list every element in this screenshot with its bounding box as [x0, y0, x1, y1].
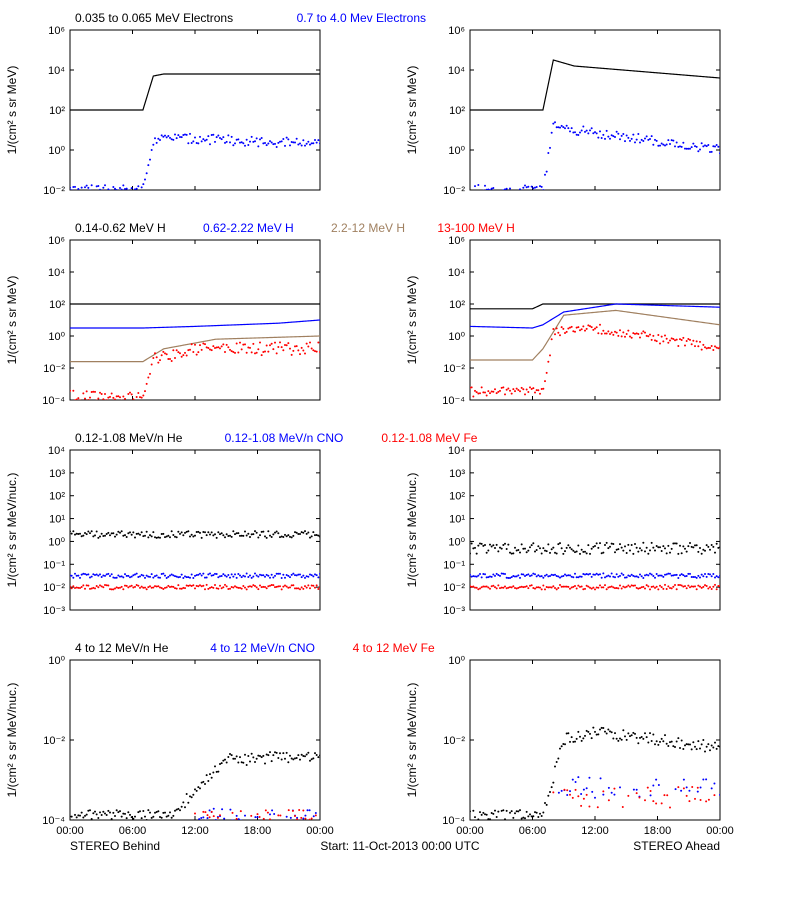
svg-text:10⁶: 10⁶	[448, 25, 465, 37]
svg-text:10¹: 10¹	[49, 514, 65, 526]
svg-text:10⁰: 10⁰	[48, 331, 65, 343]
chart-grid: 10⁻² 10⁰ 10² 10⁴ 10⁶ 1/(cm² s sr MeV) 10⁻² 10⁰ 1…	[0, 0, 800, 900]
svg-text:00:00: 00:00	[706, 825, 734, 837]
svg-text:0.12-1.08 MeV Fe: 0.12-1.08 MeV Fe	[381, 431, 477, 445]
svg-text:06:00: 06:00	[119, 825, 147, 837]
svg-text:10⁻²: 10⁻²	[443, 363, 465, 375]
svg-text:STEREO Behind: STEREO Behind	[70, 839, 160, 853]
svg-text:10⁰: 10⁰	[48, 536, 65, 548]
svg-text:10⁴: 10⁴	[48, 65, 65, 77]
svg-text:10²: 10²	[49, 105, 65, 117]
svg-text:0.14-0.62 MeV H: 0.14-0.62 MeV H	[75, 221, 166, 235]
svg-text:10³: 10³	[49, 468, 65, 480]
svg-text:0.7 to 4.0 Mev Electrons: 0.7 to 4.0 Mev Electrons	[297, 11, 426, 25]
svg-text:10⁻⁴: 10⁻⁴	[42, 395, 65, 407]
svg-text:10⁰: 10⁰	[448, 536, 465, 548]
chart-svg: 10⁻² 10⁰ 10² 10⁴ 10⁶ 1/(cm² s sr MeV) 10⁻² 10⁰ 1…	[0, 0, 800, 900]
svg-text:00:00: 00:00	[456, 825, 484, 837]
svg-text:10⁶: 10⁶	[48, 235, 65, 247]
svg-text:10²: 10²	[449, 299, 465, 311]
svg-text:10⁻¹: 10⁻¹	[443, 559, 465, 571]
svg-text:00:00: 00:00	[306, 825, 334, 837]
svg-text:10⁻²: 10⁻²	[43, 582, 65, 594]
svg-text:10⁻²: 10⁻²	[43, 185, 65, 197]
svg-text:1/(cm² s sr MeV/nuc.): 1/(cm² s sr MeV/nuc.)	[405, 473, 419, 588]
svg-text:10⁶: 10⁶	[448, 235, 465, 247]
svg-text:1/(cm² s sr MeV): 1/(cm² s sr MeV)	[5, 276, 19, 365]
svg-text:10²: 10²	[449, 491, 465, 503]
svg-text:10⁰: 10⁰	[48, 145, 65, 157]
svg-text:13-100 MeV H: 13-100 MeV H	[437, 221, 514, 235]
svg-text:10⁻²: 10⁻²	[443, 735, 465, 747]
svg-text:10⁻²: 10⁻²	[443, 582, 465, 594]
svg-text:0.12-1.08 MeV/n He: 0.12-1.08 MeV/n He	[75, 431, 183, 445]
svg-text:10⁻³: 10⁻³	[43, 605, 65, 617]
svg-text:10²: 10²	[49, 299, 65, 311]
svg-text:10⁴: 10⁴	[48, 267, 65, 279]
svg-text:10²: 10²	[49, 491, 65, 503]
svg-text:18:00: 18:00	[244, 825, 272, 837]
svg-text:10⁴: 10⁴	[448, 267, 465, 279]
svg-text:1/(cm² s sr MeV): 1/(cm² s sr MeV)	[5, 66, 19, 155]
svg-text:10⁴: 10⁴	[48, 445, 65, 457]
svg-text:10⁻²: 10⁻²	[443, 185, 465, 197]
svg-text:10⁰: 10⁰	[48, 655, 65, 667]
svg-text:00:00: 00:00	[56, 825, 84, 837]
svg-text:10⁻²: 10⁻²	[43, 363, 65, 375]
svg-text:10²: 10²	[449, 105, 465, 117]
svg-text:4 to 12 MeV Fe: 4 to 12 MeV Fe	[353, 641, 435, 655]
svg-text:12:00: 12:00	[181, 825, 209, 837]
svg-text:0.62-2.22 MeV H: 0.62-2.22 MeV H	[203, 221, 294, 235]
svg-text:0.12-1.08 MeV/n CNO: 0.12-1.08 MeV/n CNO	[225, 431, 344, 445]
svg-text:4 to 12 MeV/n CNO: 4 to 12 MeV/n CNO	[210, 641, 315, 655]
svg-text:10⁶: 10⁶	[48, 25, 65, 37]
svg-text:4 to 12 MeV/n He: 4 to 12 MeV/n He	[75, 641, 169, 655]
svg-text:1/(cm² s sr MeV/nuc.): 1/(cm² s sr MeV/nuc.)	[5, 683, 19, 798]
svg-text:10⁰: 10⁰	[448, 145, 465, 157]
svg-text:10⁻³: 10⁻³	[443, 605, 465, 617]
svg-text:06:00: 06:00	[519, 825, 547, 837]
svg-text:1/(cm² s sr MeV): 1/(cm² s sr MeV)	[405, 276, 419, 365]
svg-text:10⁻⁴: 10⁻⁴	[442, 395, 465, 407]
svg-text:2.2-12 MeV H: 2.2-12 MeV H	[331, 221, 405, 235]
svg-text:Start: 11-Oct-2013 00:00 UTC: Start: 11-Oct-2013 00:00 UTC	[320, 839, 480, 853]
svg-text:10⁰: 10⁰	[448, 331, 465, 343]
svg-text:12:00: 12:00	[581, 825, 609, 837]
svg-text:STEREO Ahead: STEREO Ahead	[633, 839, 720, 853]
svg-text:1/(cm² s sr MeV/nuc.): 1/(cm² s sr MeV/nuc.)	[5, 473, 19, 588]
svg-text:1/(cm² s sr MeV): 1/(cm² s sr MeV)	[405, 66, 419, 155]
svg-text:18:00: 18:00	[644, 825, 672, 837]
svg-text:10⁻¹: 10⁻¹	[43, 559, 65, 571]
svg-text:0.035 to 0.065 MeV Electrons: 0.035 to 0.065 MeV Electrons	[75, 11, 233, 25]
svg-text:1/(cm² s sr MeV/nuc.): 1/(cm² s sr MeV/nuc.)	[405, 683, 419, 798]
svg-text:10⁴: 10⁴	[448, 65, 465, 77]
svg-text:10¹: 10¹	[449, 514, 465, 526]
svg-text:10⁰: 10⁰	[448, 655, 465, 667]
svg-text:10⁴: 10⁴	[448, 445, 465, 457]
svg-text:10⁻²: 10⁻²	[43, 735, 65, 747]
svg-text:10³: 10³	[449, 468, 465, 480]
